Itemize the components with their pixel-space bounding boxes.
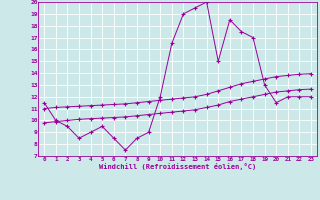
X-axis label: Windchill (Refroidissement éolien,°C): Windchill (Refroidissement éolien,°C) xyxy=(99,163,256,170)
